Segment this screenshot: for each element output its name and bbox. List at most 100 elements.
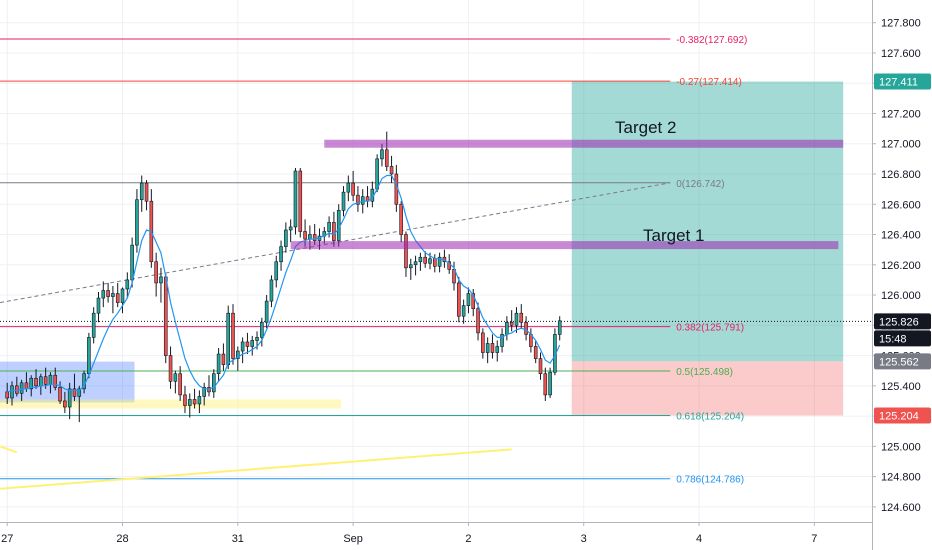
candle [346,182,351,193]
candle [269,279,274,302]
target-zone [324,139,844,148]
candle [135,199,139,246]
candle [490,343,495,353]
trendline-yellow-stub [0,445,18,454]
candle [221,353,226,365]
candle [43,376,48,385]
candle [106,290,110,297]
price-tag-label: 125.562 [879,356,919,368]
candle [159,276,163,284]
candle [197,396,202,405]
candle [154,261,158,284]
price-tag [874,407,931,424]
candle [48,374,53,385]
candle [485,343,490,353]
price-tick-label: 127.000 [881,139,921,151]
candle [399,203,403,235]
candle [284,229,288,247]
price-tag [874,353,931,370]
price-tick-label: 127.800 [881,18,921,30]
candle [39,376,43,387]
candle [524,321,528,335]
candle [216,353,221,375]
fib-label: -0.27(127.414) [676,77,742,88]
candle [178,373,182,396]
candle [380,149,384,160]
candle [168,355,173,382]
candle [212,373,216,393]
candle [308,234,312,240]
candle [231,312,235,359]
candle [332,222,336,241]
candle [351,182,355,196]
candle [461,305,466,317]
fib-label: 0(126.742) [676,179,724,190]
price-tag-label: 15:48 [879,333,907,345]
candles [5,131,562,423]
candle [207,387,211,393]
candle [495,346,500,353]
candle [58,387,62,402]
candle [260,321,264,338]
candle [471,293,476,309]
candle [408,264,413,269]
price-tick-label: 127.200 [881,108,921,120]
candle [360,196,365,205]
fibonacci-levels: -0.382(127.692) -0.27(127.414) 0(126.742) 0… [0,35,872,486]
candle [404,234,408,269]
candle [96,297,101,314]
candle [236,350,240,359]
time-tick-label: 3 [581,533,587,545]
price-tick-label: 126.600 [881,199,921,211]
price-tick-label: 126.800 [881,169,921,181]
position-reward-zone [571,81,844,362]
candle [509,321,514,326]
candle [437,256,442,267]
fib-label: 0.786(124.786) [676,475,744,486]
candle [183,394,187,406]
candle [418,256,423,263]
candle [226,312,230,365]
zone-yellow [0,399,342,409]
candle [514,312,519,326]
candle [5,391,9,399]
position-risk-zone [571,361,844,416]
candle [139,182,144,201]
fib-label: 0.382(125.791) [676,323,744,334]
zone-support [0,361,135,403]
candle [466,293,471,306]
price-tick-label: 125.400 [881,381,921,393]
candle [202,387,206,397]
candle [19,382,24,394]
candle [476,308,480,334]
candle [111,293,115,297]
trendline-yellow-rising [0,448,512,490]
candle [125,279,130,290]
candle [10,385,14,399]
time-axis[interactable]: 27 28 31 Sep 2 3 4 7 [0,522,873,550]
price-tags: 127.411 125.826 15:48 125.562 125.204 [874,73,931,424]
price-tick-label: 124.800 [881,472,921,484]
candle [341,191,346,211]
price-tick-label: 127.600 [881,48,921,60]
candle [240,341,245,352]
price-tag-label: 125.204 [879,410,919,422]
candle [428,258,432,264]
candle [173,373,178,382]
candle [130,244,134,281]
candle [29,377,34,390]
price-tag [874,330,931,347]
price-tag [874,313,931,330]
candle [288,226,293,231]
target-zone [290,241,839,250]
price-tick-label: 124.600 [881,502,921,514]
candle [303,231,307,240]
fib-label: 0.618(125.204) [676,411,744,422]
candle [312,234,317,241]
candle [519,312,524,323]
candle [120,288,125,303]
long-position-tool[interactable] [571,81,844,416]
candle [255,337,259,341]
candle [557,320,562,335]
